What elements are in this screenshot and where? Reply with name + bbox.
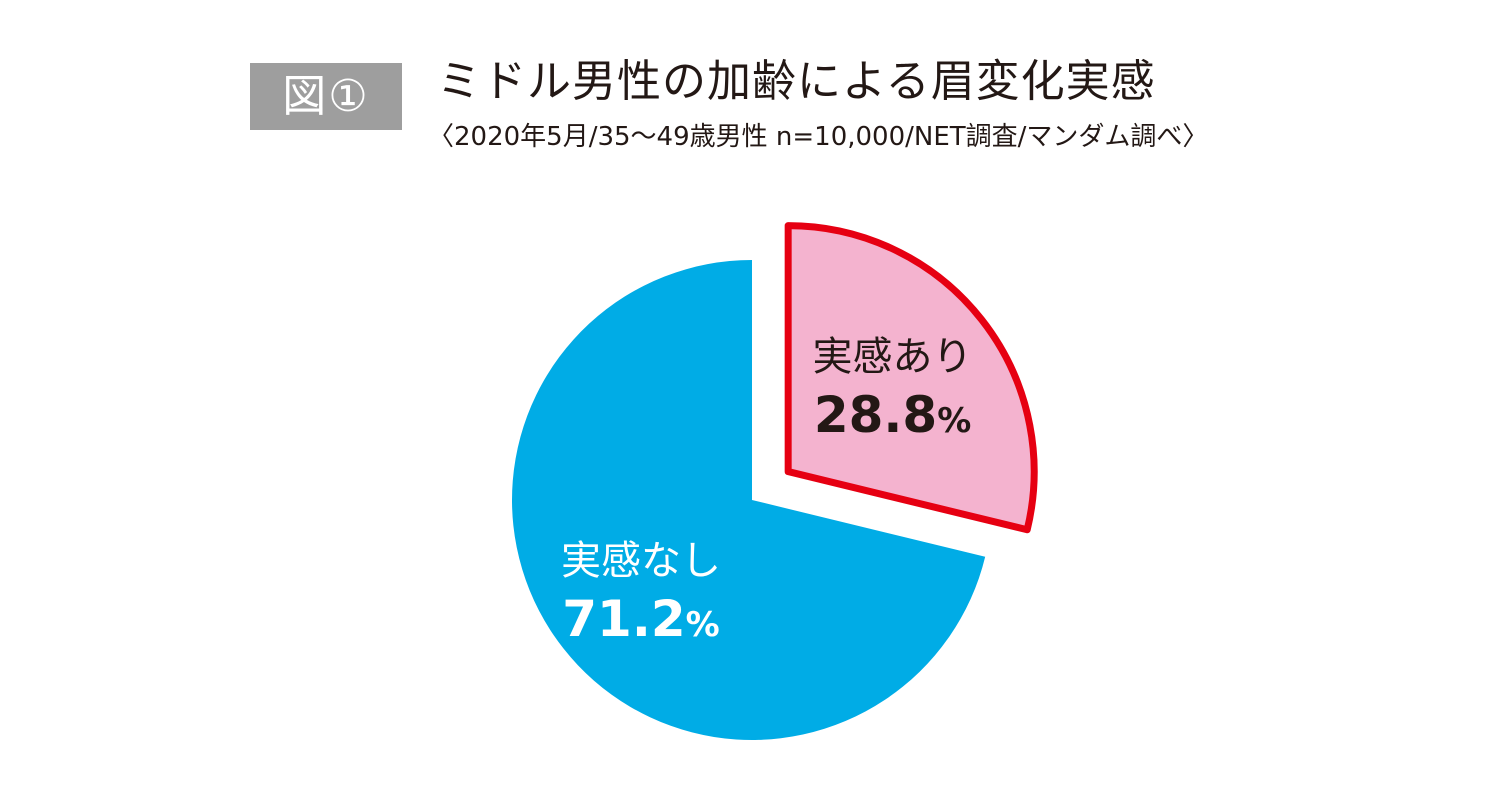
chart-subtitle: 〈2020年5月/35〜49歳男性 n=10,000/NET調査/マンダム調べ〉: [428, 122, 1209, 152]
pie-slices: [512, 222, 1038, 740]
slice-label-2: 実感なし: [561, 538, 721, 584]
slice-value-1: 28.8%: [814, 386, 971, 444]
pie-slice-2: [512, 260, 986, 740]
chart-title: ミドル男性の加齢による眉変化実感: [437, 56, 1156, 107]
pie-labels: 実感あり 28.8% 実感なし 71.2%: [561, 334, 973, 648]
figure-badge: 図①: [250, 63, 402, 130]
pie-slice-1: [784, 222, 1038, 534]
slice-label-1: 実感あり: [813, 334, 973, 380]
slice-value-2: 71.2%: [562, 590, 719, 648]
